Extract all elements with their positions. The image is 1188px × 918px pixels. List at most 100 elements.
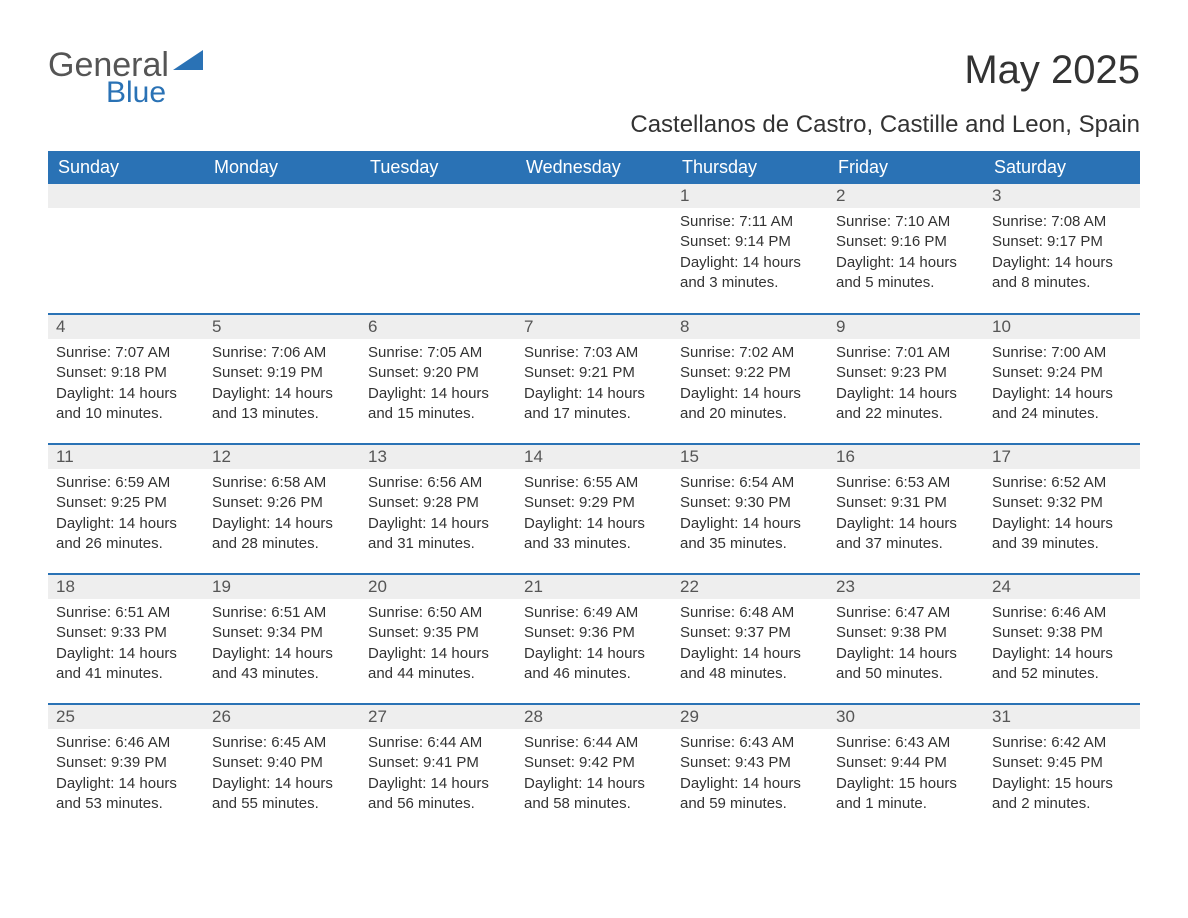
sunset-line: Sunset: 9:44 PM bbox=[836, 753, 976, 773]
day-body: Sunrise: 6:56 AMSunset: 9:28 PMDaylight:… bbox=[360, 469, 516, 562]
day-body: Sunrise: 7:05 AMSunset: 9:20 PMDaylight:… bbox=[360, 339, 516, 432]
day-body: Sunrise: 6:52 AMSunset: 9:32 PMDaylight:… bbox=[984, 469, 1140, 562]
day-body: Sunrise: 7:10 AMSunset: 9:16 PMDaylight:… bbox=[828, 208, 984, 301]
sunrise-line: Sunrise: 6:43 AM bbox=[680, 733, 820, 753]
calendar-week-row: 4Sunrise: 7:07 AMSunset: 9:18 PMDaylight… bbox=[48, 314, 1140, 444]
daylight-line: Daylight: 14 hours and 44 minutes. bbox=[368, 644, 508, 685]
day-number: 17 bbox=[984, 445, 1140, 469]
day-number: 3 bbox=[984, 184, 1140, 208]
sunrise-line: Sunrise: 6:49 AM bbox=[524, 603, 664, 623]
calendar-table: Sunday Monday Tuesday Wednesday Thursday… bbox=[48, 151, 1140, 834]
weekday-header: Saturday bbox=[984, 151, 1140, 184]
calendar-day-cell bbox=[516, 184, 672, 314]
sunrise-line: Sunrise: 6:56 AM bbox=[368, 473, 508, 493]
sunset-line: Sunset: 9:24 PM bbox=[992, 363, 1132, 383]
calendar-week-row: 25Sunrise: 6:46 AMSunset: 9:39 PMDayligh… bbox=[48, 704, 1140, 834]
day-body: Sunrise: 6:47 AMSunset: 9:38 PMDaylight:… bbox=[828, 599, 984, 692]
calendar-day-cell: 7Sunrise: 7:03 AMSunset: 9:21 PMDaylight… bbox=[516, 314, 672, 444]
day-number: 9 bbox=[828, 315, 984, 339]
day-number: 31 bbox=[984, 705, 1140, 729]
title-block: May 2025 Castellanos de Castro, Castille… bbox=[630, 48, 1140, 139]
daylight-line: Daylight: 14 hours and 10 minutes. bbox=[56, 384, 196, 425]
sunrise-line: Sunrise: 6:51 AM bbox=[212, 603, 352, 623]
day-number-empty bbox=[360, 184, 516, 208]
calendar-day-cell: 17Sunrise: 6:52 AMSunset: 9:32 PMDayligh… bbox=[984, 444, 1140, 574]
day-number-empty bbox=[516, 184, 672, 208]
day-body: Sunrise: 6:54 AMSunset: 9:30 PMDaylight:… bbox=[672, 469, 828, 562]
sunrise-line: Sunrise: 7:01 AM bbox=[836, 343, 976, 363]
calendar-day-cell: 12Sunrise: 6:58 AMSunset: 9:26 PMDayligh… bbox=[204, 444, 360, 574]
day-number: 4 bbox=[48, 315, 204, 339]
day-body: Sunrise: 7:01 AMSunset: 9:23 PMDaylight:… bbox=[828, 339, 984, 432]
weekday-header-row: Sunday Monday Tuesday Wednesday Thursday… bbox=[48, 151, 1140, 184]
sunrise-line: Sunrise: 6:42 AM bbox=[992, 733, 1132, 753]
daylight-line: Daylight: 14 hours and 20 minutes. bbox=[680, 384, 820, 425]
day-body: Sunrise: 6:45 AMSunset: 9:40 PMDaylight:… bbox=[204, 729, 360, 822]
sunrise-line: Sunrise: 6:45 AM bbox=[212, 733, 352, 753]
location-title: Castellanos de Castro, Castille and Leon… bbox=[630, 111, 1140, 139]
day-number: 19 bbox=[204, 575, 360, 599]
calendar-day-cell: 3Sunrise: 7:08 AMSunset: 9:17 PMDaylight… bbox=[984, 184, 1140, 314]
daylight-line: Daylight: 14 hours and 22 minutes. bbox=[836, 384, 976, 425]
day-number: 8 bbox=[672, 315, 828, 339]
daylight-line: Daylight: 14 hours and 28 minutes. bbox=[212, 514, 352, 555]
sunset-line: Sunset: 9:41 PM bbox=[368, 753, 508, 773]
daylight-line: Daylight: 14 hours and 13 minutes. bbox=[212, 384, 352, 425]
day-body: Sunrise: 6:48 AMSunset: 9:37 PMDaylight:… bbox=[672, 599, 828, 692]
day-number: 20 bbox=[360, 575, 516, 599]
daylight-line: Daylight: 14 hours and 55 minutes. bbox=[212, 774, 352, 815]
day-body: Sunrise: 6:50 AMSunset: 9:35 PMDaylight:… bbox=[360, 599, 516, 692]
logo-word2: Blue bbox=[106, 76, 207, 110]
day-number: 23 bbox=[828, 575, 984, 599]
day-body: Sunrise: 6:42 AMSunset: 9:45 PMDaylight:… bbox=[984, 729, 1140, 822]
calendar-day-cell: 11Sunrise: 6:59 AMSunset: 9:25 PMDayligh… bbox=[48, 444, 204, 574]
sunrise-line: Sunrise: 7:10 AM bbox=[836, 212, 976, 232]
calendar-day-cell: 1Sunrise: 7:11 AMSunset: 9:14 PMDaylight… bbox=[672, 184, 828, 314]
daylight-line: Daylight: 14 hours and 48 minutes. bbox=[680, 644, 820, 685]
day-body: Sunrise: 6:44 AMSunset: 9:41 PMDaylight:… bbox=[360, 729, 516, 822]
daylight-line: Daylight: 14 hours and 31 minutes. bbox=[368, 514, 508, 555]
sunrise-line: Sunrise: 7:05 AM bbox=[368, 343, 508, 363]
day-number: 24 bbox=[984, 575, 1140, 599]
sunrise-line: Sunrise: 7:02 AM bbox=[680, 343, 820, 363]
day-body: Sunrise: 7:11 AMSunset: 9:14 PMDaylight:… bbox=[672, 208, 828, 301]
calendar-day-cell: 10Sunrise: 7:00 AMSunset: 9:24 PMDayligh… bbox=[984, 314, 1140, 444]
sunrise-line: Sunrise: 6:44 AM bbox=[368, 733, 508, 753]
sunset-line: Sunset: 9:18 PM bbox=[56, 363, 196, 383]
calendar-day-cell: 16Sunrise: 6:53 AMSunset: 9:31 PMDayligh… bbox=[828, 444, 984, 574]
day-body: Sunrise: 7:03 AMSunset: 9:21 PMDaylight:… bbox=[516, 339, 672, 432]
day-body: Sunrise: 6:43 AMSunset: 9:43 PMDaylight:… bbox=[672, 729, 828, 822]
calendar-day-cell: 28Sunrise: 6:44 AMSunset: 9:42 PMDayligh… bbox=[516, 704, 672, 834]
day-body: Sunrise: 7:00 AMSunset: 9:24 PMDaylight:… bbox=[984, 339, 1140, 432]
daylight-line: Daylight: 14 hours and 43 minutes. bbox=[212, 644, 352, 685]
calendar-day-cell: 6Sunrise: 7:05 AMSunset: 9:20 PMDaylight… bbox=[360, 314, 516, 444]
sunrise-line: Sunrise: 6:48 AM bbox=[680, 603, 820, 623]
calendar-day-cell: 23Sunrise: 6:47 AMSunset: 9:38 PMDayligh… bbox=[828, 574, 984, 704]
sunrise-line: Sunrise: 6:51 AM bbox=[56, 603, 196, 623]
sunrise-line: Sunrise: 6:44 AM bbox=[524, 733, 664, 753]
day-body: Sunrise: 6:51 AMSunset: 9:34 PMDaylight:… bbox=[204, 599, 360, 692]
sunset-line: Sunset: 9:43 PM bbox=[680, 753, 820, 773]
sunrise-line: Sunrise: 7:00 AM bbox=[992, 343, 1132, 363]
calendar-day-cell: 13Sunrise: 6:56 AMSunset: 9:28 PMDayligh… bbox=[360, 444, 516, 574]
sunset-line: Sunset: 9:33 PM bbox=[56, 623, 196, 643]
sunrise-line: Sunrise: 6:53 AM bbox=[836, 473, 976, 493]
day-number: 26 bbox=[204, 705, 360, 729]
sunrise-line: Sunrise: 7:07 AM bbox=[56, 343, 196, 363]
sunset-line: Sunset: 9:31 PM bbox=[836, 493, 976, 513]
sunset-line: Sunset: 9:37 PM bbox=[680, 623, 820, 643]
day-body: Sunrise: 6:49 AMSunset: 9:36 PMDaylight:… bbox=[516, 599, 672, 692]
sunset-line: Sunset: 9:45 PM bbox=[992, 753, 1132, 773]
calendar-day-cell bbox=[48, 184, 204, 314]
daylight-line: Daylight: 14 hours and 52 minutes. bbox=[992, 644, 1132, 685]
calendar-day-cell: 15Sunrise: 6:54 AMSunset: 9:30 PMDayligh… bbox=[672, 444, 828, 574]
calendar-day-cell: 25Sunrise: 6:46 AMSunset: 9:39 PMDayligh… bbox=[48, 704, 204, 834]
day-number-empty bbox=[48, 184, 204, 208]
sunset-line: Sunset: 9:30 PM bbox=[680, 493, 820, 513]
daylight-line: Daylight: 14 hours and 8 minutes. bbox=[992, 253, 1132, 294]
sunrise-line: Sunrise: 6:58 AM bbox=[212, 473, 352, 493]
sunrise-line: Sunrise: 6:46 AM bbox=[56, 733, 196, 753]
sunset-line: Sunset: 9:35 PM bbox=[368, 623, 508, 643]
daylight-line: Daylight: 14 hours and 50 minutes. bbox=[836, 644, 976, 685]
day-body: Sunrise: 6:58 AMSunset: 9:26 PMDaylight:… bbox=[204, 469, 360, 562]
